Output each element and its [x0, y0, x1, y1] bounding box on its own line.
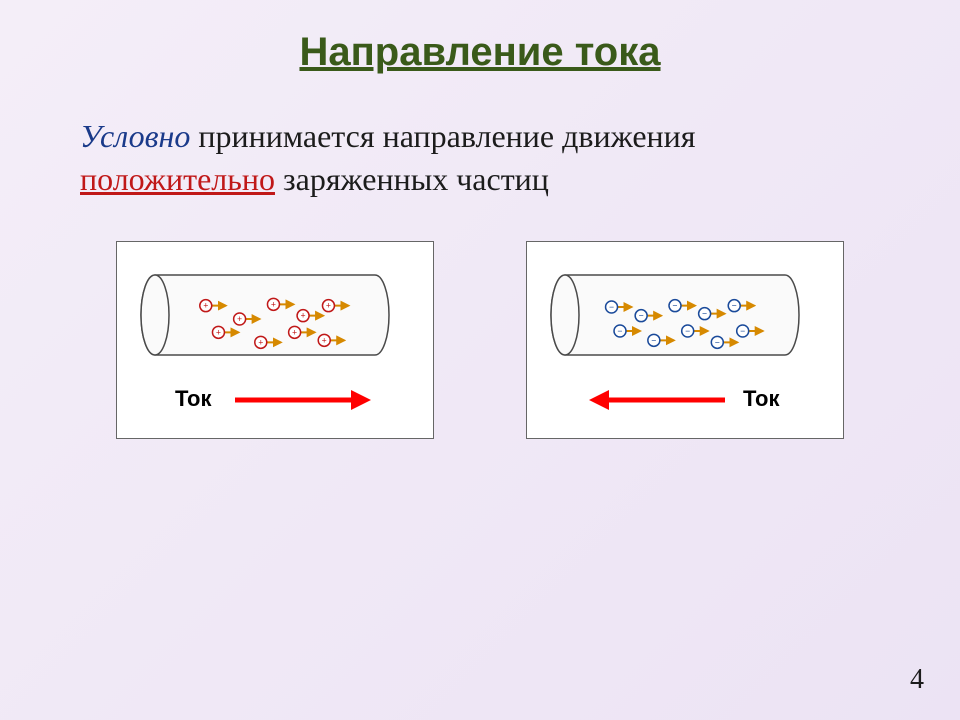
page-number: 4 — [910, 664, 924, 696]
svg-text:−: − — [651, 336, 656, 346]
svg-text:−: − — [672, 301, 677, 311]
slide: Направление тока Условно принимается нап… — [0, 0, 960, 720]
body-text: Условно принимается направление движения… — [80, 115, 910, 201]
body-line2-rest: заряженных частиц — [275, 161, 549, 197]
svg-text:Ток: Ток — [175, 386, 212, 411]
body-line1-rest: принимается направление движения — [190, 118, 695, 154]
body-red-word: положительно — [80, 161, 275, 197]
svg-text:−: − — [617, 326, 622, 336]
diagram-negative-charges: − − − − − − − − − − Ток — [526, 241, 844, 439]
svg-text:+: + — [258, 338, 263, 348]
svg-text:−: − — [715, 338, 720, 348]
svg-text:−: − — [639, 311, 644, 321]
svg-text:−: − — [609, 302, 614, 312]
diagram-row: + + + + + + + + + Ток − − − − − − − − − − Ток — [50, 241, 910, 439]
svg-text:−: − — [740, 326, 745, 336]
svg-text:+: + — [322, 336, 327, 346]
svg-text:+: + — [271, 300, 276, 310]
diagram-positive-charges: + + + + + + + + + Ток — [116, 241, 434, 439]
svg-text:+: + — [203, 301, 208, 311]
page-title: Направление тока — [50, 30, 910, 75]
svg-text:−: − — [702, 309, 707, 319]
body-leading-italic: Условно — [80, 118, 190, 154]
svg-text:+: + — [237, 314, 242, 324]
svg-text:+: + — [301, 311, 306, 321]
svg-text:−: − — [732, 301, 737, 311]
svg-text:Ток: Ток — [743, 386, 780, 411]
svg-text:+: + — [216, 328, 221, 338]
svg-text:+: + — [292, 328, 297, 338]
svg-text:−: − — [685, 326, 690, 336]
svg-text:+: + — [326, 301, 331, 311]
